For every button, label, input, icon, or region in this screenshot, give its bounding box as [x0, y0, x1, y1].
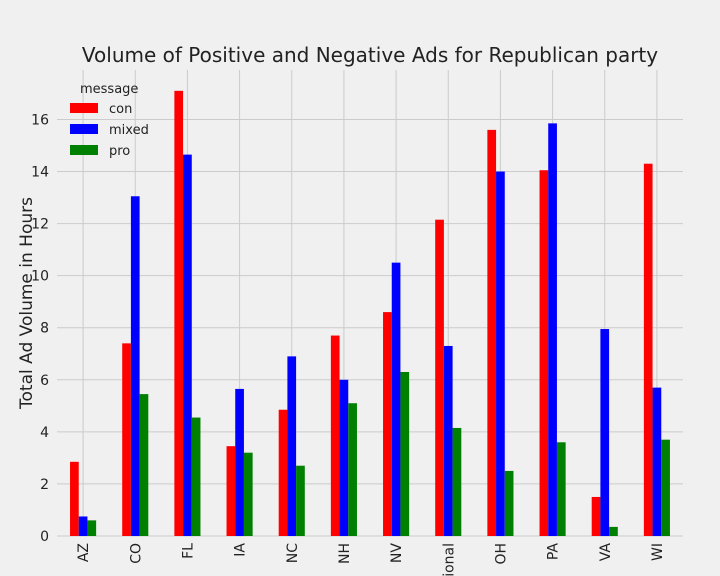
y-axis-label: Total Ad Volume in Hours [17, 197, 37, 410]
bar-pro-NH [348, 403, 357, 536]
legend-label-mixed: mixed [109, 123, 149, 138]
legend-swatch-pro [70, 145, 98, 155]
chart-title: Volume of Positive and Negative Ads for … [82, 43, 658, 67]
bar-con-VA [591, 496, 601, 536]
bar-pro-VA [609, 526, 618, 536]
y-tick-label: 12 [31, 217, 49, 233]
x-tick-label: NC [285, 543, 301, 563]
bar-con-FL [174, 90, 184, 536]
bar-con-IA [226, 446, 236, 536]
bar-mixed-FL [183, 154, 192, 536]
x-tick-label: FL [180, 543, 196, 559]
bar-pro-NV [400, 371, 410, 536]
bar-mixed-AZ [78, 516, 88, 536]
bar-pro-national [452, 427, 462, 536]
x-tick-label: WI [650, 543, 666, 561]
legend-swatch-mixed [70, 124, 98, 134]
bar-pro-WI [661, 439, 670, 536]
bar-con-PA [539, 170, 549, 536]
grid-lines [57, 70, 683, 537]
bars [70, 90, 670, 537]
y-tick-label: 6 [40, 373, 49, 389]
bar-mixed-VA [600, 329, 610, 536]
bar-mixed-NC [287, 356, 297, 536]
bar-pro-NC [296, 465, 305, 536]
bar-pro-CO [139, 394, 149, 536]
bar-mixed-WI [652, 387, 662, 536]
y-tick-label: 2 [40, 477, 49, 493]
bar-con-NC [278, 409, 288, 536]
x-tick-label: NV [389, 543, 405, 563]
bar-con-national [435, 219, 444, 536]
legend: message con mixed pro [70, 82, 149, 159]
bar-mixed-national [443, 345, 453, 536]
bar-mixed-CO [130, 196, 140, 536]
bar-mixed-NH [339, 379, 349, 536]
x-tick-label: IA [233, 543, 249, 557]
legend-label-con: con [109, 102, 132, 117]
x-tick-label: VA [598, 543, 614, 562]
bar-pro-OH [504, 470, 514, 536]
bar-pro-AZ [87, 520, 97, 536]
bar-pro-IA [243, 452, 253, 536]
bar-con-OH [487, 129, 497, 537]
y-axis-ticks: 0 2 4 6 8 10 12 14 16 [31, 112, 49, 545]
bar-pro-PA [556, 442, 566, 536]
x-tick-label: national [441, 543, 457, 576]
x-tick-label: OH [493, 543, 509, 565]
y-tick-label: 14 [31, 165, 49, 181]
x-tick-label: CO [128, 543, 144, 564]
bar-mixed-NV [391, 262, 401, 536]
bar-con-WI [643, 163, 653, 536]
x-tick-label: NH [337, 543, 353, 564]
y-tick-label: 16 [31, 112, 49, 128]
x-axis-ticks: AZ CO FL IA NC NH NV national OH PA VA WI [76, 543, 666, 576]
y-tick-label: 4 [40, 425, 49, 441]
bar-con-CO [122, 343, 131, 536]
legend-swatch-con [70, 103, 98, 113]
y-tick-label: 0 [40, 529, 49, 545]
legend-label-pro: pro [109, 144, 130, 159]
bar-mixed-IA [235, 388, 244, 536]
y-tick-label: 10 [31, 269, 49, 285]
x-tick-label: PA [546, 543, 562, 561]
y-tick-label: 8 [40, 321, 49, 337]
bar-con-AZ [70, 461, 79, 536]
legend-title: message [80, 82, 138, 97]
x-tick-label: AZ [76, 543, 92, 562]
bar-mixed-OH [496, 171, 505, 536]
bar-pro-FL [191, 417, 201, 536]
bar-con-NH [330, 335, 340, 536]
bar-mixed-PA [548, 123, 557, 536]
bar-con-NV [383, 312, 392, 536]
